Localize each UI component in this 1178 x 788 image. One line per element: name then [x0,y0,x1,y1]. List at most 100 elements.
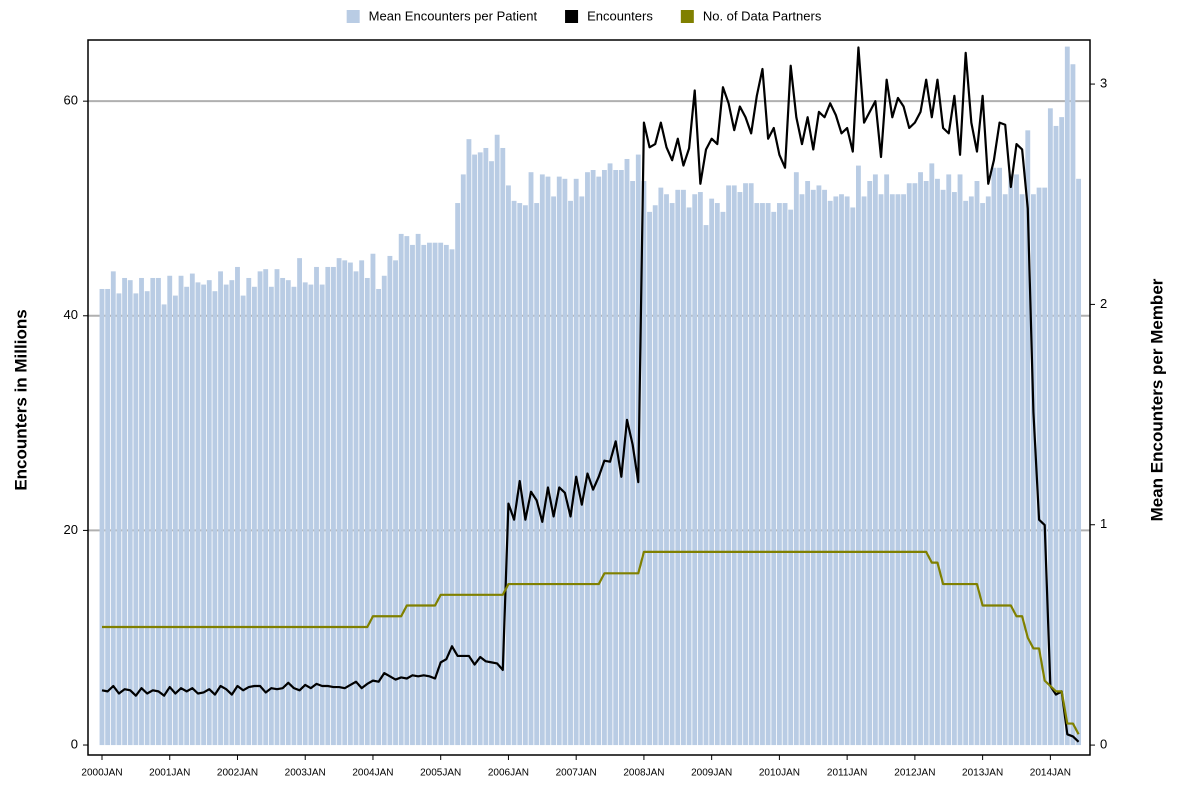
bar [884,174,890,746]
bar [737,192,743,746]
bar [906,183,912,746]
bar [483,147,489,746]
bar [229,280,235,746]
bar [539,174,545,746]
bar [585,172,590,746]
bar [376,288,382,746]
bar [105,288,111,746]
bar [218,271,223,746]
bar [579,196,585,746]
legend-label: Encounters [587,8,653,23]
x-tick-label: 2002JAN [217,768,258,779]
bar [1019,194,1025,746]
bar [189,273,195,746]
bar [760,203,765,746]
x-tick-label: 2007JAN [556,768,597,779]
line [101,46,1080,743]
x-tick-label: 2000JAN [81,768,122,779]
bar [477,152,483,746]
bar [771,211,777,746]
bar [985,196,991,746]
bar [963,200,969,746]
bar [410,244,415,746]
bar [460,174,466,746]
bar [726,185,732,746]
bar [731,185,737,746]
bar [624,158,630,746]
bar [268,286,274,746]
bar [302,282,308,746]
bar [167,275,173,746]
bar [935,178,940,746]
bar [1070,64,1076,746]
bar [940,189,946,746]
bar [347,262,353,746]
bar [556,176,562,746]
bar [799,194,805,746]
bar [359,260,365,746]
bar [912,183,918,746]
y-tick-label: 0 [71,736,78,751]
bar [607,163,613,746]
bar [720,211,726,746]
bar [872,174,878,746]
bar [443,244,449,746]
bar [562,178,568,746]
bar [844,196,850,746]
bar [686,207,692,746]
bar [415,233,421,746]
y2-tick-label: 0 [1100,737,1107,752]
bar [139,277,144,746]
bar [404,236,410,746]
bar [788,209,794,746]
bar [714,203,720,746]
bar [1042,187,1048,746]
bar [522,205,528,746]
bar [144,291,150,746]
bar [319,284,325,746]
x-tick-label: 2006JAN [488,768,529,779]
bar [816,185,822,746]
bar [839,194,844,746]
bar [776,203,782,746]
bar [968,196,974,746]
bar [1036,187,1042,746]
bar [551,196,557,746]
bar [669,203,675,746]
y2-tick-label: 2 [1100,296,1107,311]
bar [534,203,540,746]
bar [116,293,122,746]
bar [980,203,986,746]
bar [545,176,551,746]
bar [754,203,760,746]
legend-swatch [565,10,579,23]
bar [1053,125,1059,746]
bar [393,260,398,746]
bar [528,172,534,746]
bar [878,194,884,746]
x-tick-label: 2004JAN [352,768,393,779]
bar [223,284,229,746]
bar [946,174,952,746]
bar [596,176,602,746]
bar [1064,46,1070,746]
y2-tick-label: 1 [1100,516,1107,531]
bar [325,266,331,746]
bar [438,242,444,746]
legend-swatch [346,10,360,23]
bar [472,154,477,746]
bar [974,181,980,746]
bar [765,203,771,746]
y2-tick-label: 3 [1100,76,1107,91]
bar [291,286,297,746]
bar [381,275,387,746]
bar [161,304,167,746]
bar [489,161,494,746]
bar [455,203,461,746]
bar [743,183,748,746]
bar [692,194,698,746]
y-tick-label: 40 [64,307,78,322]
bar [506,185,511,746]
plot-frame [87,39,1091,756]
x-tick-label: 2005JAN [420,768,461,779]
